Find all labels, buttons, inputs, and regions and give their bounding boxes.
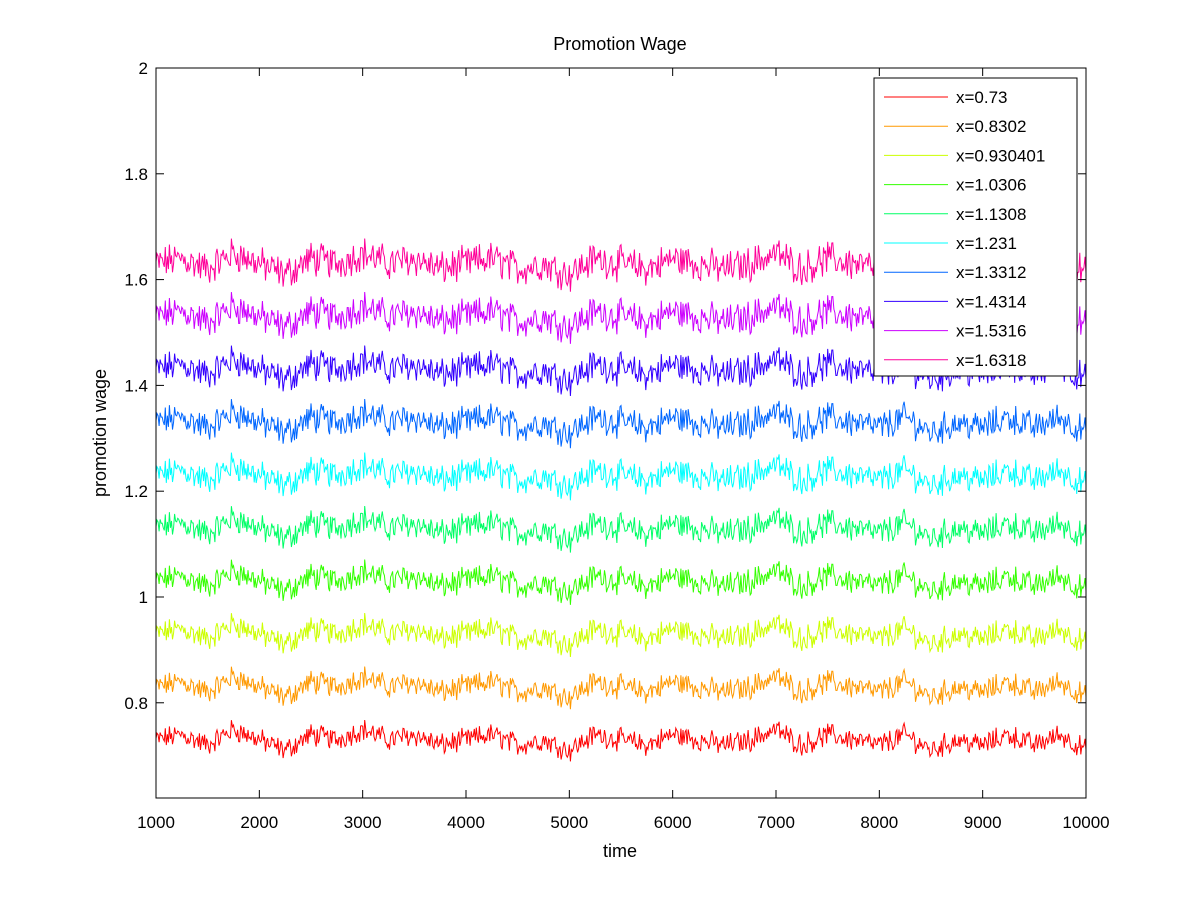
series-line	[155, 719, 1087, 762]
x-tick-label: 9000	[964, 813, 1002, 832]
x-tick-label: 10000	[1062, 813, 1109, 832]
series-line	[155, 612, 1087, 658]
chart-title: Promotion Wage	[553, 34, 686, 54]
legend-label: x=1.1308	[956, 205, 1026, 224]
x-tick-label: 2000	[240, 813, 278, 832]
x-tick-label: 6000	[654, 813, 692, 832]
y-tick-label: 1.8	[124, 165, 148, 184]
series-line	[155, 505, 1087, 553]
x-tick-label: 4000	[447, 813, 485, 832]
legend-label: x=1.0306	[956, 176, 1026, 195]
series-line	[155, 398, 1087, 449]
series-line	[155, 452, 1087, 501]
x-tick-label: 7000	[757, 813, 795, 832]
legend-label: x=1.4314	[956, 292, 1026, 311]
legend-label: x=0.930401	[956, 146, 1045, 165]
y-tick-label: 1.6	[124, 271, 148, 290]
x-tick-label: 1000	[137, 813, 175, 832]
y-tick-label: 1	[139, 588, 148, 607]
legend-label: x=0.73	[956, 88, 1008, 107]
series-line	[155, 666, 1087, 710]
legend-label: x=1.231	[956, 234, 1017, 253]
y-axis-title: promotion wage	[90, 369, 110, 497]
series-line	[155, 559, 1087, 605]
x-tick-label: 8000	[860, 813, 898, 832]
y-tick-label: 2	[139, 59, 148, 78]
y-tick-label: 1.4	[124, 376, 148, 395]
plot-area-frame	[155, 67, 1087, 799]
legend-label: x=0.8302	[956, 117, 1026, 136]
legend-label: x=1.6318	[956, 351, 1026, 370]
legend: x=0.73 x=0.8302 x=0.930401 x=1.0306 x=1.1308…	[873, 77, 1078, 377]
x-axis-title: time	[603, 841, 637, 861]
legend-label: x=1.5316	[956, 322, 1026, 341]
y-tick-label: 0.8	[124, 694, 148, 713]
x-tick-label: 3000	[344, 813, 382, 832]
x-tick-label: 5000	[550, 813, 588, 832]
legend-label: x=1.3312	[956, 263, 1026, 282]
axis-ticks: 1000 2000 3000 4000 5000 6000 7000 8000 9000 1000…	[124, 59, 1109, 832]
legend-box	[873, 77, 1078, 377]
y-tick-label: 1.2	[124, 482, 148, 501]
series-line	[155, 345, 1087, 397]
